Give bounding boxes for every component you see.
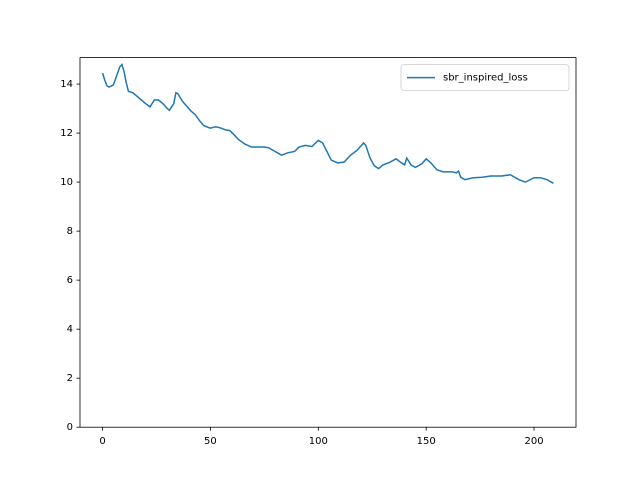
y-tick-label: 8 bbox=[67, 226, 73, 237]
legend-label: sbr_inspired_loss bbox=[443, 73, 528, 84]
y-tick-label: 2 bbox=[67, 373, 73, 384]
axes-frame bbox=[79, 57, 577, 428]
y-tick-label: 12 bbox=[60, 128, 73, 139]
y-tick-label: 14 bbox=[60, 79, 73, 90]
y-tick-label: 0 bbox=[67, 422, 73, 433]
x-tick-label: 200 bbox=[524, 436, 543, 447]
y-tick-label: 6 bbox=[67, 275, 73, 286]
y-tick-label: 4 bbox=[67, 324, 73, 335]
y-tick-label: 10 bbox=[60, 177, 73, 188]
x-tick-label: 150 bbox=[417, 436, 436, 447]
x-tick-label: 100 bbox=[309, 436, 328, 447]
series-line bbox=[101, 62, 554, 184]
x-tick-label: 50 bbox=[204, 436, 217, 447]
legend-box bbox=[400, 64, 570, 91]
x-tick-label: 0 bbox=[99, 436, 105, 447]
